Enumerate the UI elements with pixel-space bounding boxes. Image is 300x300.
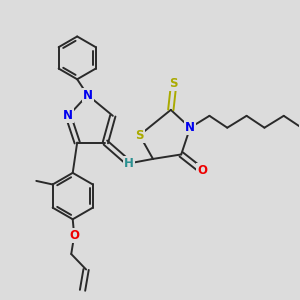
Text: N: N [63,109,73,122]
Text: O: O [69,229,79,242]
Text: O: O [197,164,207,177]
Text: H: H [124,157,134,170]
Text: S: S [135,129,144,142]
Text: S: S [169,76,178,90]
Text: N: N [82,88,93,101]
Text: N: N [185,121,195,134]
